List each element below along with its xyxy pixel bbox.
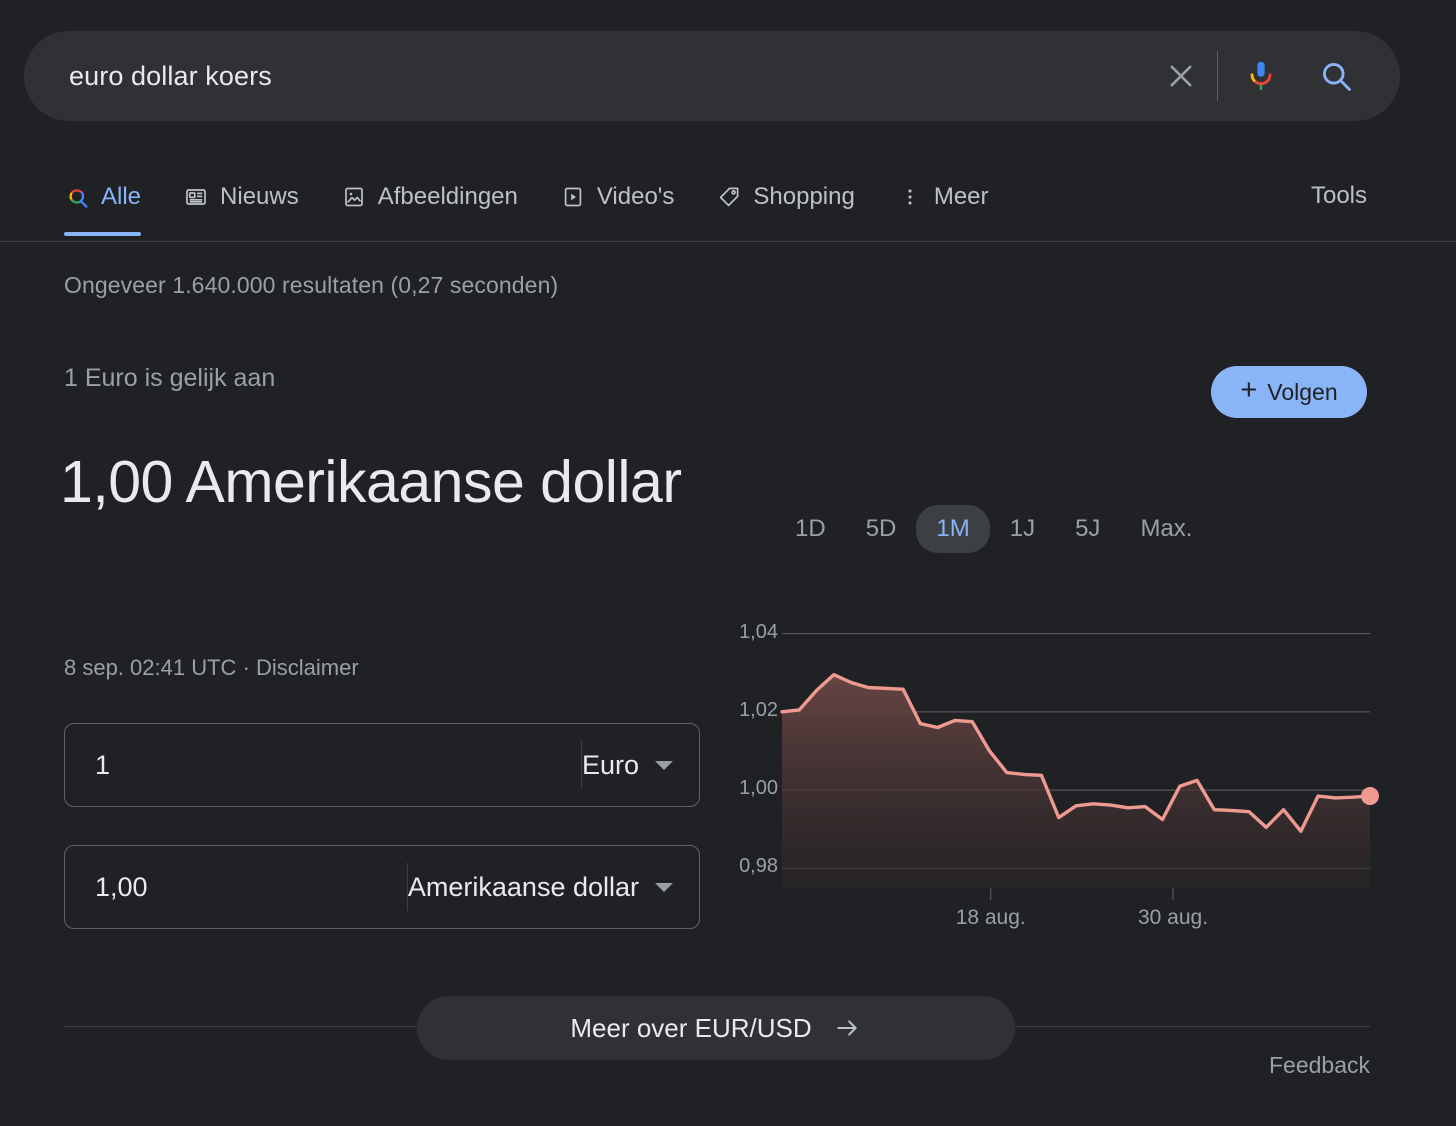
arrow-right-icon	[832, 1015, 862, 1041]
converter-from-currency-select[interactable]: Euro	[582, 750, 699, 781]
chart-svg	[780, 633, 1379, 900]
converter-from-amount[interactable]: 1	[95, 749, 111, 780]
chart-range-1j[interactable]: 1J	[1009, 515, 1036, 542]
video-icon	[560, 184, 586, 210]
follow-button[interactable]: + Volgen	[1211, 366, 1367, 418]
image-icon	[341, 184, 367, 210]
converter-from-currency-label: Euro	[581, 749, 639, 780]
chart-range-1d[interactable]: 1D	[795, 515, 826, 542]
chart-y-tick: 0,98	[739, 855, 778, 878]
tab-shopping[interactable]: Shopping	[716, 166, 855, 228]
tools-button[interactable]: Tools	[1310, 182, 1367, 209]
chart-y-tick: 1,04	[739, 620, 778, 643]
tab-nieuws[interactable]: Nieuws	[183, 166, 299, 228]
chart-x-tick: 18 aug.	[955, 906, 1026, 929]
nav-tabs: Alle Nieuws Afbeeldingen	[64, 166, 1031, 241]
converter-from-row[interactable]: 1 Euro	[64, 723, 700, 807]
converter-to-amount[interactable]: 1,00	[95, 871, 148, 902]
chart-range-5j[interactable]: 5J	[1075, 515, 1101, 542]
nav-tabbar: Alle Nieuws Afbeeldingen	[0, 166, 1456, 242]
plus-icon: +	[1240, 374, 1258, 406]
more-about-label: Meer over EUR/USD	[570, 1012, 812, 1043]
tab-label: Meer	[933, 183, 989, 210]
microphone-icon[interactable]	[1234, 49, 1288, 103]
feedback-link[interactable]: Feedback	[1268, 1052, 1370, 1078]
search-input[interactable]: euro dollar koers	[69, 60, 272, 91]
google-search-icon	[64, 184, 90, 210]
chart-range-5d[interactable]: 5D	[865, 515, 897, 542]
converter-to-row[interactable]: 1,00 Amerikaanse dollar	[64, 845, 700, 929]
meta-separator: ·	[242, 655, 250, 680]
chart-x-tick: 30 aug.	[1137, 906, 1209, 929]
converter-to-currency-label: Amerikaanse dollar	[407, 871, 639, 902]
tab-videos[interactable]: Video's	[560, 166, 675, 228]
chart-range-selector: 1D 5D 1M 1J 5J Max.	[775, 505, 1212, 553]
search-bar[interactable]: euro dollar koers	[24, 31, 1400, 121]
more-about-pair-button[interactable]: Meer over EUR/USD	[417, 996, 1015, 1060]
converter-divider	[580, 741, 582, 789]
tag-icon	[716, 184, 742, 210]
timestamp: 8 sep. 02:41 UTC	[64, 655, 237, 680]
chart-y-tick: 1,02	[739, 698, 778, 721]
chart-y-tick: 1,00	[739, 777, 778, 800]
exchange-rate-chart[interactable]: 1,04 1,02 1,00 0,98 18 aug. 30 aug.	[720, 596, 1380, 946]
converter-divider	[406, 863, 408, 911]
tab-label: Afbeeldingen	[377, 183, 518, 210]
tab-label: Shopping	[753, 183, 855, 210]
follow-label: Volgen	[1267, 378, 1338, 405]
tab-afbeeldingen[interactable]: Afbeeldingen	[341, 166, 518, 228]
chart-range-1m[interactable]: 1M	[916, 505, 990, 553]
tab-alle[interactable]: Alle	[64, 166, 142, 236]
conversion-meta: 8 sep. 02:41 UTC · Disclaimer	[64, 655, 359, 681]
tab-label: Nieuws	[220, 183, 299, 210]
more-vertical-icon	[897, 184, 923, 210]
chart-range-max[interactable]: Max.	[1140, 515, 1193, 542]
converter-to-currency-select[interactable]: Amerikaanse dollar	[408, 872, 699, 903]
news-icon	[183, 184, 209, 210]
close-icon[interactable]	[1153, 48, 1209, 104]
tab-label: Video's	[596, 183, 675, 210]
disclaimer-link[interactable]: Disclaimer	[256, 655, 359, 680]
tab-label: Alle	[101, 183, 142, 210]
chevron-down-icon	[655, 882, 673, 892]
search-divider	[1217, 51, 1218, 101]
conversion-result-title: 1,00 Amerikaanse dollar	[60, 449, 682, 515]
search-icon[interactable]	[1308, 48, 1364, 104]
chevron-down-icon	[655, 760, 673, 770]
conversion-subtitle: 1 Euro is gelijk aan	[64, 364, 276, 392]
tab-meer[interactable]: Meer	[897, 166, 989, 228]
result-stats: Ongeveer 1.640.000 resultaten (0,27 seco…	[64, 272, 559, 298]
